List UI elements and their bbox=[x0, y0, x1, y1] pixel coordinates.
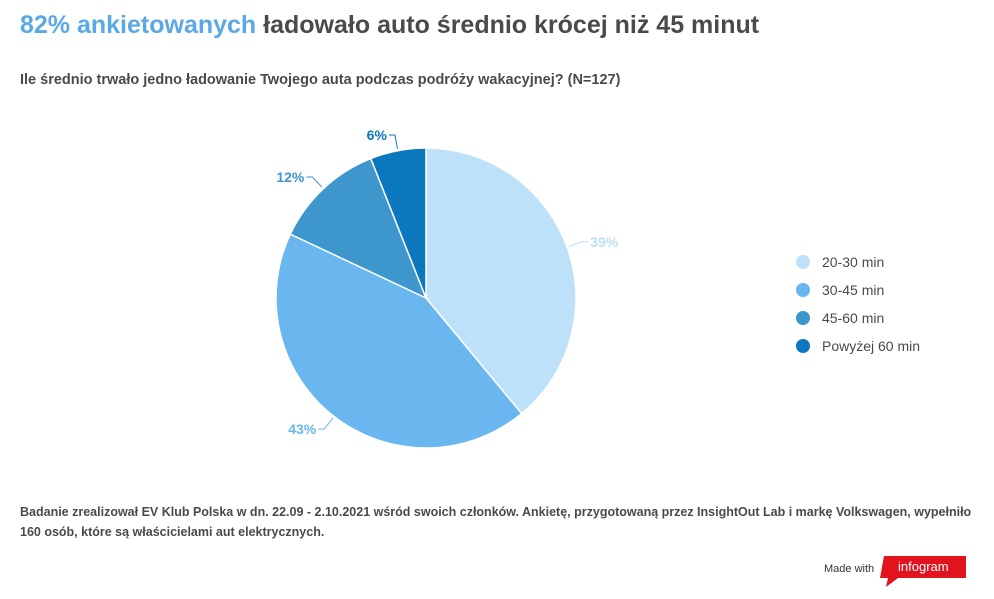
made-with-label: Made with bbox=[824, 563, 875, 575]
footnote: Badanie zrealizował EV Klub Polska w dn.… bbox=[20, 505, 972, 539]
pie-label-leader-45-60 bbox=[306, 176, 323, 188]
legend-swatch-20-30 bbox=[796, 255, 810, 269]
chart-title: 82% ankietowanych ładowało auto średnio … bbox=[20, 11, 759, 40]
infogram-badge-icon bbox=[880, 556, 966, 587]
pie-label-20-30: 39% bbox=[590, 234, 619, 250]
chart-title-accent: 82% ankietowanych bbox=[20, 11, 257, 39]
pie-label-leader-30-45 bbox=[318, 417, 334, 430]
legend-label-30-45: 30-45 min bbox=[822, 282, 885, 298]
pie-slice-20-30[interactable] bbox=[425, 147, 577, 415]
chart-title-rest: ładowało auto średnio krócej niż 45 minu… bbox=[256, 11, 760, 39]
legend-item-20-30[interactable]: 20-30 min bbox=[796, 248, 920, 276]
pie-label-30-45: 43% bbox=[288, 421, 317, 437]
pie-label-over-60: 6% bbox=[367, 127, 388, 143]
legend-item-45-60[interactable]: 45-60 min bbox=[796, 304, 920, 332]
pie-label-leader-20-30 bbox=[568, 241, 589, 247]
legend-item-30-45[interactable]: 30-45 min bbox=[796, 276, 920, 304]
pie-slice-30-45[interactable] bbox=[275, 233, 523, 449]
legend-label-20-30: 20-30 min bbox=[822, 254, 885, 270]
legend-item-over-60[interactable]: Powyżej 60 min bbox=[796, 332, 920, 360]
infogram-logo[interactable]: infogram bbox=[880, 556, 966, 587]
infogram-logo-text: infogram bbox=[898, 559, 949, 574]
legend-swatch-over-60 bbox=[796, 339, 810, 353]
pie-slice-45-60[interactable] bbox=[289, 157, 428, 300]
legend-swatch-45-60 bbox=[796, 311, 810, 325]
legend-label-45-60: 45-60 min bbox=[822, 310, 885, 326]
pie-label-leader-over-60 bbox=[388, 134, 399, 149]
pie-label-45-60: 12% bbox=[276, 169, 305, 185]
legend-swatch-30-45 bbox=[796, 283, 810, 297]
chart-legend: 20-30 min 30-45 min 45-60 min Powyżej 60 mi… bbox=[796, 248, 920, 360]
chart-subtitle: Ile średnio trwało jedno ładowanie Twoje… bbox=[20, 72, 621, 88]
legend-label-over-60: Powyżej 60 min bbox=[822, 338, 921, 354]
pie-slice-over-60[interactable] bbox=[369, 147, 427, 299]
